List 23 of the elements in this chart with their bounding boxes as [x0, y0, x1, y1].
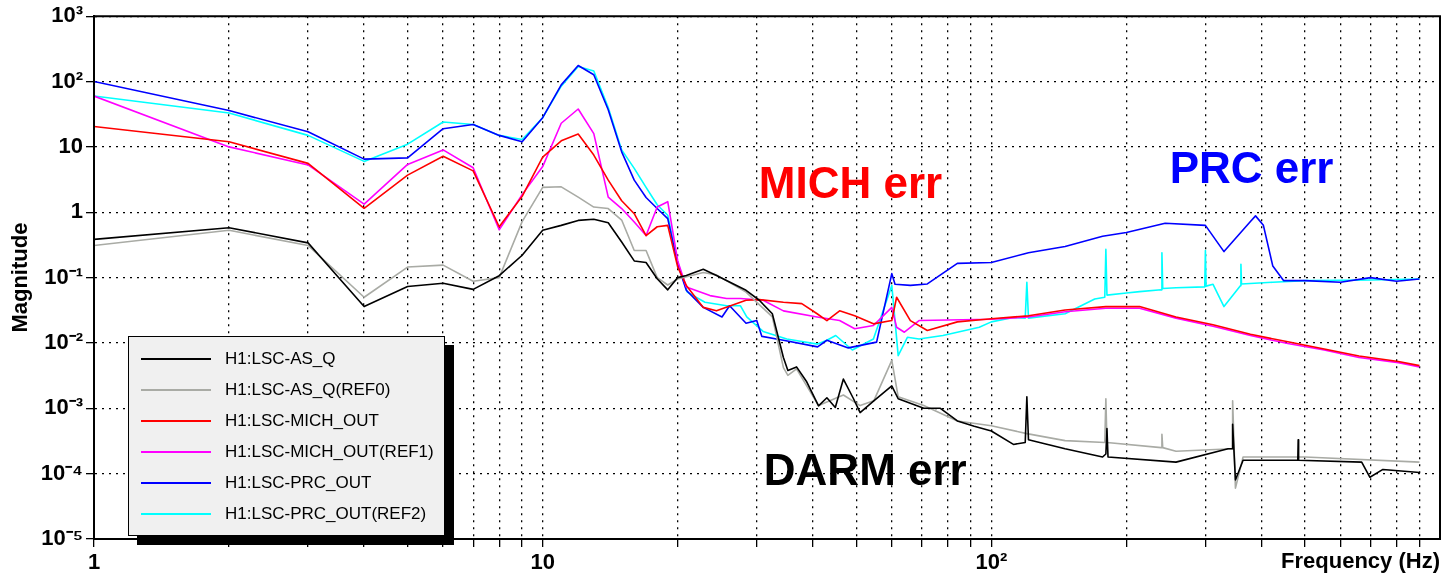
- x-tick-label: 10: [530, 549, 555, 575]
- y-tick-label: 10⁻¹: [44, 263, 83, 289]
- y-tick-label: 10⁻⁴: [40, 459, 83, 485]
- annotation: PRC err: [1169, 143, 1334, 193]
- legend-label: H1:LSC-MICH_OUT(REF1): [225, 441, 434, 462]
- legend-label: H1:LSC-AS_Q(REF0): [225, 379, 391, 400]
- x-tick-label: 1: [87, 549, 101, 575]
- annotation: MICH err: [758, 158, 943, 208]
- x-axis-title: Frequency (Hz): [1281, 547, 1440, 573]
- y-axis-title: Magnitude: [7, 222, 33, 333]
- y-tick-label: 1: [70, 198, 83, 224]
- legend-label: H1:LSC-AS_Q: [225, 348, 336, 369]
- y-tick-label: 10: [58, 132, 83, 158]
- legend-label: H1:LSC-PRC_OUT: [225, 472, 372, 493]
- annotation: DARM err: [763, 444, 967, 494]
- legend-label: H1:LSC-PRC_OUT(REF2): [225, 503, 427, 524]
- y-tick-label: 10⁻³: [44, 394, 83, 420]
- y-tick-label: 10³: [51, 2, 83, 28]
- y-tick-label: 10²: [51, 67, 83, 93]
- y-tick-label: 10⁻²: [44, 329, 83, 355]
- y-tick-label: 10⁻⁵: [41, 525, 83, 551]
- x-tick-label: 10²: [975, 549, 1008, 575]
- legend-label: H1:LSC-MICH_OUT: [225, 410, 379, 431]
